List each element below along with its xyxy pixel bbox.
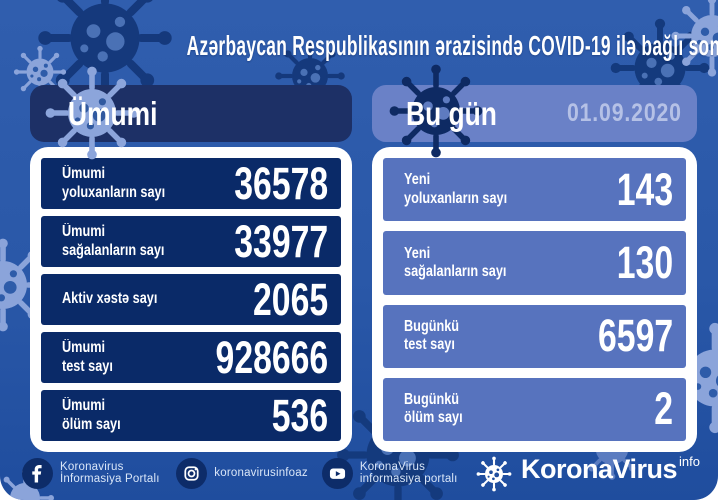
social-youtube[interactable]: KoronaVirus informasiya portalı	[321, 457, 462, 489]
stat-label: Ümumi test sayı	[62, 339, 113, 375]
instagram-icon	[176, 457, 208, 489]
youtube-icon	[321, 457, 353, 489]
stat-row-new-cases: Yeni yoluxanların sayı 143	[383, 158, 686, 222]
stat-value: 2065	[252, 274, 328, 325]
stat-label: Yeni yoluxanların sayı	[404, 171, 508, 207]
page-title: Azərbaycan Respublikasının ərazisində CO…	[186, 30, 718, 61]
stat-label: Ümumi sağalanların sayı	[62, 223, 165, 259]
stat-row-active-cases: Aktiv xəstə sayı 2065	[41, 274, 341, 325]
stat-row-total-cases: Ümumi yoluxanların sayı 36578	[41, 158, 341, 209]
stat-row-total-deaths: Ümumi ölüm sayı 536	[41, 390, 341, 441]
today-panel-title: Bu gün	[406, 94, 497, 132]
stat-label: Bugünkü ölüm sayı	[404, 391, 463, 427]
today-panel-body: Yeni yoluxanların sayı 143 Yeni sağalanl…	[372, 147, 697, 452]
brand-name: KoronaVirus	[520, 454, 678, 484]
brand-superscript: info	[679, 454, 700, 469]
stat-value: 33977	[234, 216, 328, 267]
stat-value: 130	[616, 236, 673, 288]
social-facebook-label: Koronavirus İnformasiya Portalı	[60, 461, 160, 485]
totals-panel-body: Ümumi yoluxanların sayı 36578 Ümumi sağa…	[30, 147, 352, 452]
brand-logo: KoronaVirus info	[476, 454, 700, 492]
today-panel-header: Bu gün 01.09.2020	[372, 64, 697, 158]
stat-label: Yeni sağalanların sayı	[404, 244, 507, 280]
facebook-icon	[22, 457, 53, 489]
social-facebook[interactable]: Koronavirus İnformasiya Portalı	[22, 457, 162, 489]
stat-value: 928666	[215, 332, 328, 383]
stat-row-total-tests: Ümumi test sayı 928666	[41, 332, 341, 383]
stat-row-today-deaths: Bugünkü ölüm sayı 2	[383, 377, 686, 441]
stat-value: 2	[654, 383, 673, 435]
stat-row-total-recovered: Ümumi sağalanların sayı 33977	[41, 216, 341, 267]
title-bar: Azərbaycan Respublikasının ərazisində CO…	[0, 30, 718, 62]
stat-label: Ümumi yoluxanların sayı	[62, 165, 166, 201]
stat-row-today-tests: Bugünkü test sayı 6597	[383, 304, 686, 368]
stat-label: Bugünkü test sayı	[404, 317, 460, 354]
totals-panel-header: Ümumi	[30, 66, 352, 160]
social-youtube-label: KoronaVirus informasiya portalı	[359, 461, 458, 485]
today-panel: Bu gün 01.09.2020 Yeni yoluxanların sayı…	[372, 64, 697, 452]
stat-label: Ümumi ölüm sayı	[62, 397, 121, 433]
totals-panel-title: Ümumi	[68, 94, 158, 132]
stat-value: 6597	[597, 310, 673, 362]
social-instagram-label: koronavirusinfoaz	[214, 467, 308, 479]
social-instagram[interactable]: koronavirusinfoaz	[176, 457, 308, 489]
stat-row-new-recovered: Yeni sağalanların sayı 130	[383, 231, 686, 295]
stat-value: 143	[616, 163, 673, 215]
stat-value: 536	[271, 390, 328, 441]
totals-panel: Ümumi Ümumi yoluxanların sayı 36578 Ümum…	[30, 66, 352, 452]
date-label: 01.09.2020	[566, 99, 682, 127]
footer: Koronavirus İnformasiya Portalı koronavi…	[22, 452, 700, 494]
stat-value: 36578	[234, 158, 328, 209]
stat-label: Aktiv xəstə sayı	[62, 290, 158, 308]
virus-icon	[476, 456, 512, 492]
